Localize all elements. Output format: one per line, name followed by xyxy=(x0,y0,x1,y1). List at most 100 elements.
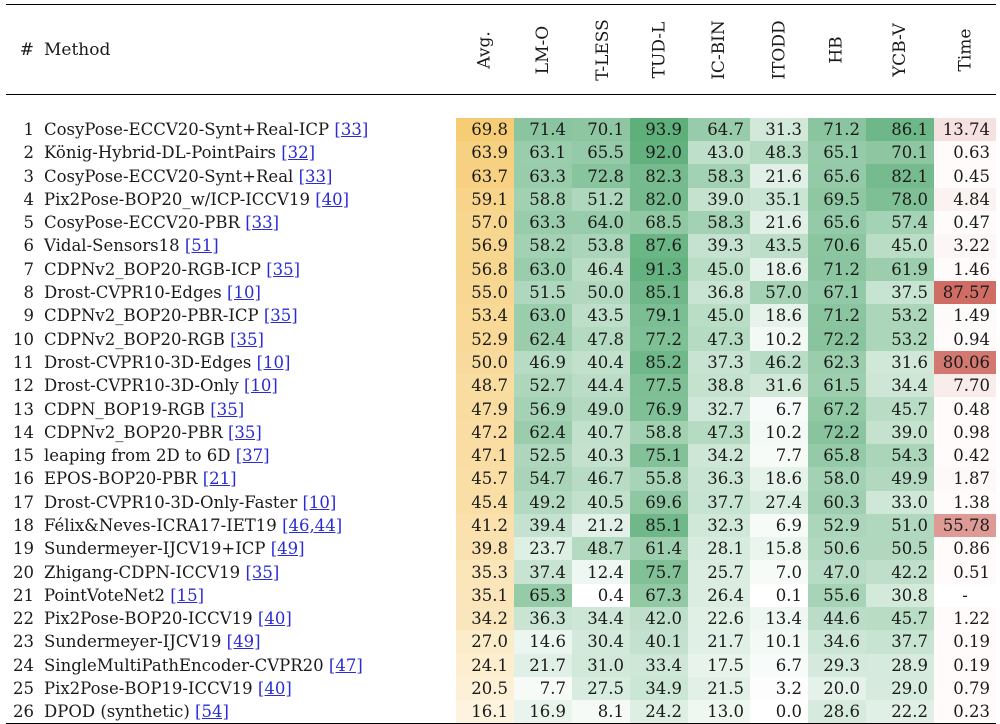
citation-link[interactable]: [10] xyxy=(243,376,278,396)
citation-link[interactable]: [49] xyxy=(270,539,305,559)
score-cell-icbin: 34.2 xyxy=(688,443,750,468)
score-cell-time: 0.98 xyxy=(934,420,996,444)
method-cell: Drost-CVPR10-3D-Edges [10] xyxy=(40,351,456,374)
score-cell-icbin: 37.7 xyxy=(688,490,750,514)
citation-link[interactable]: [47] xyxy=(328,655,363,675)
table-row: 14 CDPNv2_BOP20-PBR [35] 47.2 62.4 40.7 58.8 4… xyxy=(6,420,996,444)
citation-link[interactable]: [37] xyxy=(235,446,270,466)
citation-link[interactable]: [35] xyxy=(228,422,262,442)
citation-link[interactable]: [21] xyxy=(202,469,237,489)
score-cell-hb: 50.6 xyxy=(808,537,866,561)
score-cell-tudl: 61.4 xyxy=(630,537,688,561)
score-cell-tless: 8.1 xyxy=(572,700,630,724)
citation-link[interactable]: [40] xyxy=(315,189,350,209)
score-cell-ycbv: 57.4 xyxy=(866,210,934,235)
score-cell-icbin: 45.0 xyxy=(688,257,750,281)
citation-link[interactable]: [10] xyxy=(256,352,291,372)
method-name: EPOS-BOP20-PBR xyxy=(44,469,198,489)
method-cell: SingleMultiPathEncoder-CVPR20 [47] xyxy=(40,654,456,677)
score-cell-itodd: 7.0 xyxy=(750,560,808,584)
score-cell-lmo: 63.3 xyxy=(514,210,572,235)
method-cell: EPOS-BOP20-PBR [21] xyxy=(40,467,456,490)
score-cell-hb: 69.5 xyxy=(808,187,866,211)
citation-link[interactable]: [10] xyxy=(302,492,337,512)
score-cell-hb: 29.3 xyxy=(808,653,866,677)
score-cell-tless: 12.4 xyxy=(572,560,630,584)
score-cell-avg: 57.0 xyxy=(456,210,514,235)
table-row: 12 Drost-CVPR10-3D-Only [10] 48.7 52.7 44.4 7… xyxy=(6,374,996,398)
header-avg: Avg. xyxy=(456,4,514,95)
citation-link[interactable]: [35] xyxy=(266,259,301,279)
score-cell-itodd: 10.1 xyxy=(750,630,808,654)
score-cell-tless: 47.8 xyxy=(572,327,630,351)
score-cell-avg: 35.1 xyxy=(456,583,514,608)
method-name: DPOD (synthetic) xyxy=(44,702,190,722)
score-cell-avg: 69.8 xyxy=(456,117,514,142)
score-cell-hb: 62.3 xyxy=(808,350,866,375)
score-cell-itodd: 48.3 xyxy=(750,141,808,165)
method-name: CosyPose-ECCV20-Synt+Real-ICP xyxy=(44,119,330,139)
score-cell-icbin: 32.7 xyxy=(688,397,750,421)
citation-link[interactable]: [15] xyxy=(170,585,205,605)
score-cell-hb: 65.1 xyxy=(808,141,866,165)
method-cell: Drost-CVPR10-3D-Only [10] xyxy=(40,374,456,397)
score-cell-avg: 47.2 xyxy=(456,420,514,444)
score-cell-itodd: 3.2 xyxy=(750,676,808,701)
method-name: CDPNv2_BOP20-PBR xyxy=(44,422,223,442)
citation-link[interactable]: [33] xyxy=(298,166,333,186)
score-cell-tudl: 82.0 xyxy=(630,187,688,211)
score-cell-avg: 20.5 xyxy=(456,676,514,701)
score-cell-time: 1.22 xyxy=(934,607,996,631)
table-row: 22 Pix2Pose-BOP20-ICCV19 [40] 34.2 36.3 34.4… xyxy=(6,607,996,631)
score-cell-time: 0.45 xyxy=(934,164,996,188)
results-table: # Method Avg. LM-O T-LESS TUD-L IC-BIN I… xyxy=(6,4,996,724)
score-cell-tless: 40.4 xyxy=(572,350,630,375)
citation-link[interactable]: [35] xyxy=(263,306,298,326)
method-name: Drost-CVPR10-3D-Edges xyxy=(44,352,252,372)
score-cell-itodd: 31.3 xyxy=(750,117,808,142)
table-row: 20 Zhigang-CDPN-ICCV19 [35] 35.3 37.4 12.4 75… xyxy=(6,560,996,584)
citation-link[interactable]: [40] xyxy=(257,609,292,629)
score-cell-time: 0.79 xyxy=(934,676,996,701)
score-cell-time: 3.22 xyxy=(934,234,996,258)
citation-link[interactable]: [51] xyxy=(184,236,219,256)
citation-link[interactable]: [33] xyxy=(334,119,369,139)
citation-link[interactable]: [54] xyxy=(195,702,229,722)
score-cell-time: - xyxy=(962,585,968,605)
score-cell-lmo: 63.3 xyxy=(514,164,572,188)
table-row: 6 Vidal-Sensors18 [51] 56.9 58.2 53.8 87.6 39.… xyxy=(6,234,996,258)
score-cell-icbin: 39.0 xyxy=(688,187,750,211)
score-cell-hb: 47.0 xyxy=(808,560,866,584)
table-row: 18 Félix&Neves-ICRA17-IET19 [46,44] 41.2 39… xyxy=(6,513,996,538)
citation-link[interactable]: [49] xyxy=(226,632,261,652)
score-cell-hb: 52.9 xyxy=(808,513,866,538)
method-name: Pix2Pose-BOP19-ICCV19 xyxy=(44,679,253,699)
citation-link[interactable]: [33] xyxy=(245,213,280,233)
score-cell-hb: 58.0 xyxy=(808,467,866,491)
score-cell-ycbv: 30.8 xyxy=(866,583,934,608)
score-cell-avg: 53.4 xyxy=(456,304,514,328)
citation-link[interactable]: [40] xyxy=(257,679,292,699)
score-cell-tudl: 69.6 xyxy=(630,490,688,514)
score-cell-hb: 67.2 xyxy=(808,397,866,421)
score-cell-avg: 48.7 xyxy=(456,374,514,398)
score-cell-hb: 61.5 xyxy=(808,374,866,398)
score-cell-time: 0.47 xyxy=(934,210,996,235)
row-index: 25 xyxy=(13,679,34,699)
table-row: 11 Drost-CVPR10-3D-Edges [10] 50.0 46.9 40.4… xyxy=(6,350,996,375)
score-cell-lmo: 63.1 xyxy=(514,141,572,165)
method-cell: PointVoteNet2 [15] xyxy=(40,584,456,607)
row-index: 3 xyxy=(23,166,35,186)
citation-link[interactable]: [46,44] xyxy=(282,515,343,535)
citation-link[interactable]: [35] xyxy=(230,329,264,349)
header-hb: HB xyxy=(808,4,866,95)
score-cell-itodd: 6.9 xyxy=(750,513,808,538)
score-cell-icbin: 38.8 xyxy=(688,374,750,398)
citation-link[interactable]: [35] xyxy=(210,399,245,419)
method-name: Drost-CVPR10-3D-Only-Faster xyxy=(44,492,298,512)
method-name: PointVoteNet2 xyxy=(44,585,165,605)
score-cell-ycbv: 53.2 xyxy=(866,304,934,328)
citation-link[interactable]: [10] xyxy=(227,283,261,303)
citation-link[interactable]: [32] xyxy=(281,143,316,163)
citation-link[interactable]: [35] xyxy=(245,562,280,582)
